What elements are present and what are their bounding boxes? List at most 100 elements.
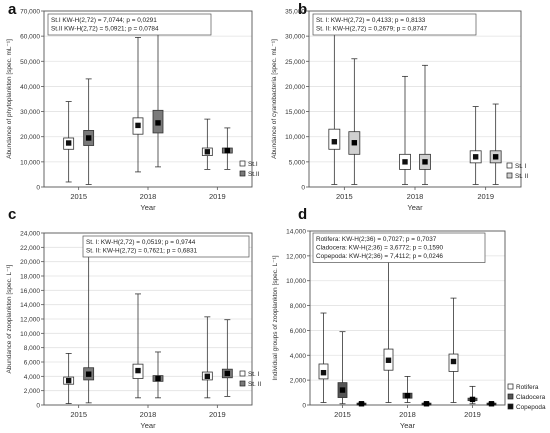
y-tick-label: 14,000 [20,302,40,309]
x-axis-title: Year [400,421,416,430]
box-stii-2015 [83,243,95,404]
median-marker [488,401,495,407]
stats-box [312,232,486,263]
box-sti-2018 [132,37,144,173]
plot-frame [308,10,522,188]
x-tick-label: 2015 [70,410,87,419]
y-tick-label: 0 [36,403,40,410]
median-marker [65,140,72,146]
x-tick-label: 2019 [477,192,494,201]
legend-swatch [239,170,246,177]
y-tick-label: 12,000 [20,317,40,324]
legend-label: St. I [515,163,527,170]
box-copepoda-2018 [421,401,432,407]
y-axis-title: Abundance of phytoplankton [spec. mL⁻¹] [6,39,13,159]
stats-line: Cladocera: KW-H(2;36) = 3,6772; p = 0,15… [316,245,444,252]
box-sti-2015 [328,23,341,185]
median-marker [402,159,408,165]
stats-box [312,13,477,36]
box-rotifera-2015 [318,312,329,403]
median-marker [204,149,211,155]
box-stii-2019 [489,103,502,185]
panel-letter: a [8,1,17,18]
median-marker [320,369,327,376]
median-marker [492,154,499,160]
y-tick-label: 60,000 [20,34,40,41]
legend-swatch [507,383,514,390]
median-marker [423,401,430,407]
median-marker [204,373,211,380]
box-sti-2019 [201,118,213,170]
y-tick-label: 10,000 [285,134,305,141]
x-tick-label: 2015 [334,410,351,419]
y-tick-label: 8,000 [290,303,307,310]
box-stii-2015 [83,78,95,185]
legend-label: Copepoda [516,404,546,411]
panel-letter: b [298,1,307,18]
median-marker [422,159,428,165]
stats-line: St. I: KW-H(2,72) = 0,0519; p = 0,9744 [86,239,196,246]
box-stii-2018 [152,18,164,168]
stats-line: Copepoda: KW-H(2;36) = 7,4112; p = 0,024… [316,253,443,260]
panel-letter: c [8,206,16,223]
stats-box [47,13,212,36]
y-tick-label: 22,000 [20,245,40,252]
box-sti-2015 [63,352,75,404]
y-tick-label: 5,000 [289,159,306,166]
legend-label: St.I [248,161,258,168]
box-stii-2018 [152,351,164,399]
legend-swatch [506,162,513,169]
y-tick-label: 18,000 [20,274,40,281]
x-tick-label: 2018 [140,410,157,419]
y-tick-label: 4,000 [24,374,41,381]
y-tick-label: 16,000 [20,288,40,295]
median-marker [385,357,392,363]
box-stii-2015 [348,58,361,185]
y-tick-label: 40,000 [20,84,40,91]
y-tick-label: 15,000 [285,109,305,116]
median-marker [472,154,479,160]
y-tick-label: 35,000 [285,9,305,16]
median-marker [224,370,231,377]
box-sti-2019 [469,106,482,185]
legend-label: St. I [248,371,260,378]
median-marker [404,392,411,399]
box-sti-2018 [399,75,411,185]
legend-label: St.II [248,171,260,178]
chart-panel-d: d 0 2,000 4,000 6,000 8,000 10,000 12,000 14,000… [272,206,546,430]
y-tick-label: 6,000 [24,360,41,367]
box-stii-2019 [221,319,233,397]
y-tick-label: 25,000 [285,59,305,66]
box-stii-2019 [221,127,233,170]
legend-label: St. II [248,381,261,388]
y-tick-label: 20,000 [20,134,40,141]
y-tick-label: 0 [36,185,40,192]
median-marker [65,377,72,384]
x-tick-label: 2019 [209,410,226,419]
stats-line: St. I: KW-H(2,72) = 0,4133; p = 0,8133 [316,17,426,24]
median-marker [358,401,365,407]
x-tick-label: 2018 [407,192,424,201]
y-tick-label: 10,000 [20,331,40,338]
panel-letter: d [298,206,307,223]
median-marker [85,371,92,377]
box-copepoda-2019 [486,401,497,407]
legend-label: Cladocera [516,394,546,401]
legend-swatch [239,380,246,387]
box-cladocera-2018 [402,376,413,403]
y-tick-label: 0 [302,403,306,410]
x-axis-title: Year [407,203,423,212]
y-tick-label: 24,000 [20,231,40,238]
x-tick-label: 2018 [140,192,157,201]
y-tick-label: 70,000 [20,9,40,16]
legend-swatch [507,403,514,410]
box-stii-2018 [419,64,431,185]
y-tick-label: 12,000 [286,253,306,260]
y-tick-label: 2,000 [24,388,41,395]
stats-line: St. II: KW-H(2,72) = 0,7621; p = 0,6831 [86,248,198,255]
x-tick-label: 2019 [209,192,226,201]
median-marker [450,358,457,365]
median-marker [155,120,161,126]
median-marker [469,396,476,403]
